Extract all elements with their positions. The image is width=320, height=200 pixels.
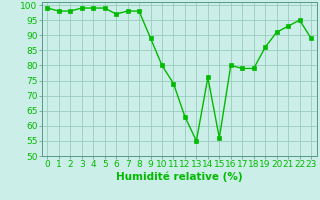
X-axis label: Humidité relative (%): Humidité relative (%): [116, 172, 243, 182]
